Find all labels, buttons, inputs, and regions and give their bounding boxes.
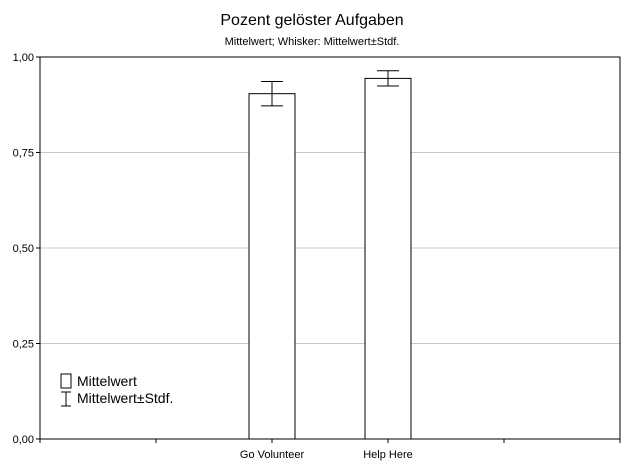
plot-frame xyxy=(39,56,621,440)
chart-title: Pozent gelöster Aufgaben xyxy=(220,12,403,29)
x-tick-label: Go Volunteer xyxy=(240,449,305,461)
y-tick-labels: 0,00 0,25 0,50 0,75 1,00 xyxy=(13,52,40,446)
y-tick-label: 0,75 xyxy=(13,148,34,160)
bar-0 xyxy=(248,93,296,440)
y-tick-label: 1,00 xyxy=(13,52,34,64)
legend-box-symbol xyxy=(60,373,72,389)
error-bar-0 xyxy=(261,80,283,107)
bars xyxy=(248,70,412,440)
x-tick-labels: Go Volunteer Help Here xyxy=(39,439,621,461)
legend-whisker-symbol xyxy=(61,391,71,407)
bar-1 xyxy=(364,77,412,440)
legend-label-mean: Mittelwert xyxy=(77,373,137,389)
y-tick-label: 0,50 xyxy=(13,243,34,255)
y-tick-label: 0,25 xyxy=(13,339,34,351)
legend: Mittelwert Mittelwert±Stdf. xyxy=(60,373,173,407)
chart-subtitle: Mittelwert; Whisker: Mittelwert±Stdf. xyxy=(225,36,400,48)
legend-label-whisker: Mittelwert±Stdf. xyxy=(77,390,173,406)
x-tick-label: Help Here xyxy=(363,449,413,461)
error-bar-1 xyxy=(377,70,399,87)
grid-lines xyxy=(40,152,620,344)
y-tick-label: 0,00 xyxy=(13,434,34,446)
